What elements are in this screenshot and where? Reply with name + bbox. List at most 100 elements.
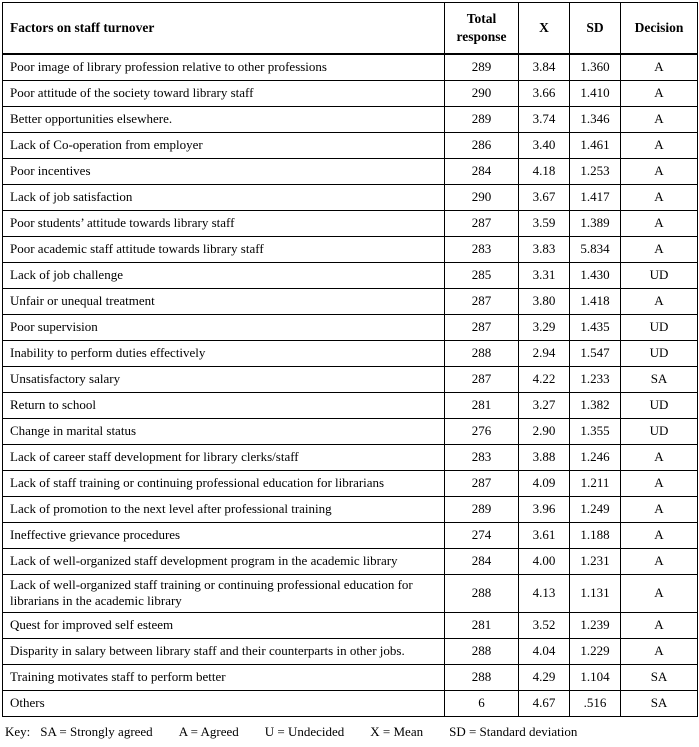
factor-cell: Poor attitude of the society toward libr… [2,79,445,107]
header-row: Factors on staff turnover Total response… [2,2,698,55]
decision-cell: SA [620,690,698,718]
factor-cell: Unsatisfactory salary [2,365,445,393]
sd-cell: 1.188 [569,521,621,549]
mean-cell: 4.29 [518,664,570,692]
mean-cell: 4.67 [518,690,570,718]
sd-cell: 1.418 [569,287,621,315]
factor-cell: Poor image of library profession relativ… [2,53,445,81]
decision-cell: UD [620,417,698,445]
total-response-cell: 283 [444,235,519,263]
factor-cell: Poor incentives [2,157,445,185]
mean-cell: 3.80 [518,287,570,315]
decision-cell: UD [620,261,698,289]
mean-cell: 4.18 [518,157,570,185]
sd-cell: .516 [569,690,621,718]
factor-cell: Others [2,690,445,718]
mean-cell: 3.88 [518,443,570,471]
factor-cell: Change in marital status [2,417,445,445]
decision-cell: A [620,79,698,107]
mean-cell: 3.29 [518,313,570,341]
factor-cell: Lack of well-organized staff development… [2,547,445,575]
table-row: Poor image of library profession relativ… [2,53,698,81]
factor-cell: Poor students’ attitude towards library … [2,209,445,237]
sd-cell: 1.346 [569,105,621,133]
col-header-factors: Factors on staff turnover [2,2,445,55]
mean-cell: 4.13 [518,573,570,614]
total-response-cell: 289 [444,495,519,523]
col-header-sd: SD [569,2,621,55]
mean-cell: 2.90 [518,417,570,445]
mean-cell: 3.59 [518,209,570,237]
total-response-cell: 287 [444,287,519,315]
table-row: Unsatisfactory salary 287 4.22 1.233 SA [2,365,698,393]
table-row: Disparity in salary between library staf… [2,638,698,666]
table-row: Poor students’ attitude towards library … [2,209,698,237]
key-item-u: U = Undecided [264,724,345,740]
sd-cell: 1.355 [569,417,621,445]
decision-cell: A [620,287,698,315]
key-item-sa: SA = Strongly agreed [40,724,153,740]
total-response-cell: 289 [444,53,519,81]
decision-cell: UD [620,313,698,341]
total-response-cell: 288 [444,573,519,614]
decision-cell: A [620,573,698,614]
mean-cell: 4.04 [518,638,570,666]
mean-cell: 3.74 [518,105,570,133]
total-response-cell: 289 [444,105,519,133]
table-row: Poor academic staff attitude towards lib… [2,235,698,263]
table-row: Lack of staff training or continuing pro… [2,469,698,497]
key-item-sd: SD = Standard deviation [449,724,578,740]
table-body: Poor image of library profession relativ… [2,53,698,718]
sd-cell: 1.131 [569,573,621,614]
col-header-mean: X [518,2,570,55]
decision-cell: A [620,131,698,159]
sd-cell: 1.253 [569,157,621,185]
decision-cell: A [620,547,698,575]
table-row: Unfair or unequal treatment 287 3.80 1.418 A [2,287,698,315]
key-legend-label: Key: [5,724,31,740]
total-response-cell: 285 [444,261,519,289]
table-row: Lack of well-organized staff training or… [2,573,698,614]
decision-cell: SA [620,365,698,393]
sd-cell: 1.382 [569,391,621,419]
factor-cell: Lack of promotion to the next level afte… [2,495,445,523]
table-row: Return to school 281 3.27 1.382 UD [2,391,698,419]
table-row: Better opportunities elsewhere. 289 3.74 1.… [2,105,698,133]
sd-cell: 1.430 [569,261,621,289]
mean-cell: 3.40 [518,131,570,159]
mean-cell: 2.94 [518,339,570,367]
mean-cell: 4.22 [518,365,570,393]
factor-cell: Unfair or unequal treatment [2,287,445,315]
total-response-cell: 290 [444,183,519,211]
sd-cell: 1.435 [569,313,621,341]
mean-cell: 4.00 [518,547,570,575]
total-response-cell: 287 [444,313,519,341]
total-response-cell: 290 [444,79,519,107]
total-response-cell: 284 [444,157,519,185]
table-row: Quest for improved self esteem 281 3.52 1.2… [2,612,698,640]
decision-cell: A [620,495,698,523]
factor-cell: Lack of staff training or continuing pro… [2,469,445,497]
table-row: Poor incentives 284 4.18 1.253 A [2,157,698,185]
factor-cell: Lack of job challenge [2,261,445,289]
factor-cell: Poor supervision [2,313,445,341]
total-response-cell: 287 [444,365,519,393]
table-row: Lack of job challenge 285 3.31 1.430 UD [2,261,698,289]
total-response-cell: 284 [444,547,519,575]
factor-cell: Lack of well-organized staff training or… [2,573,445,614]
table-row: Others 6 4.67.516 SA [2,690,698,718]
mean-cell: 3.27 [518,391,570,419]
key-item-x: X = Mean [370,724,424,740]
mean-cell: 3.66 [518,79,570,107]
sd-cell: 1.410 [569,79,621,107]
mean-cell: 3.31 [518,261,570,289]
decision-cell: A [620,105,698,133]
factor-cell: Lack of career staff development for lib… [2,443,445,471]
decision-cell: A [620,638,698,666]
total-response-cell: 288 [444,664,519,692]
total-response-cell: 288 [444,339,519,367]
total-response-cell: 287 [444,209,519,237]
total-response-cell: 274 [444,521,519,549]
factor-cell: Poor academic staff attitude towards lib… [2,235,445,263]
